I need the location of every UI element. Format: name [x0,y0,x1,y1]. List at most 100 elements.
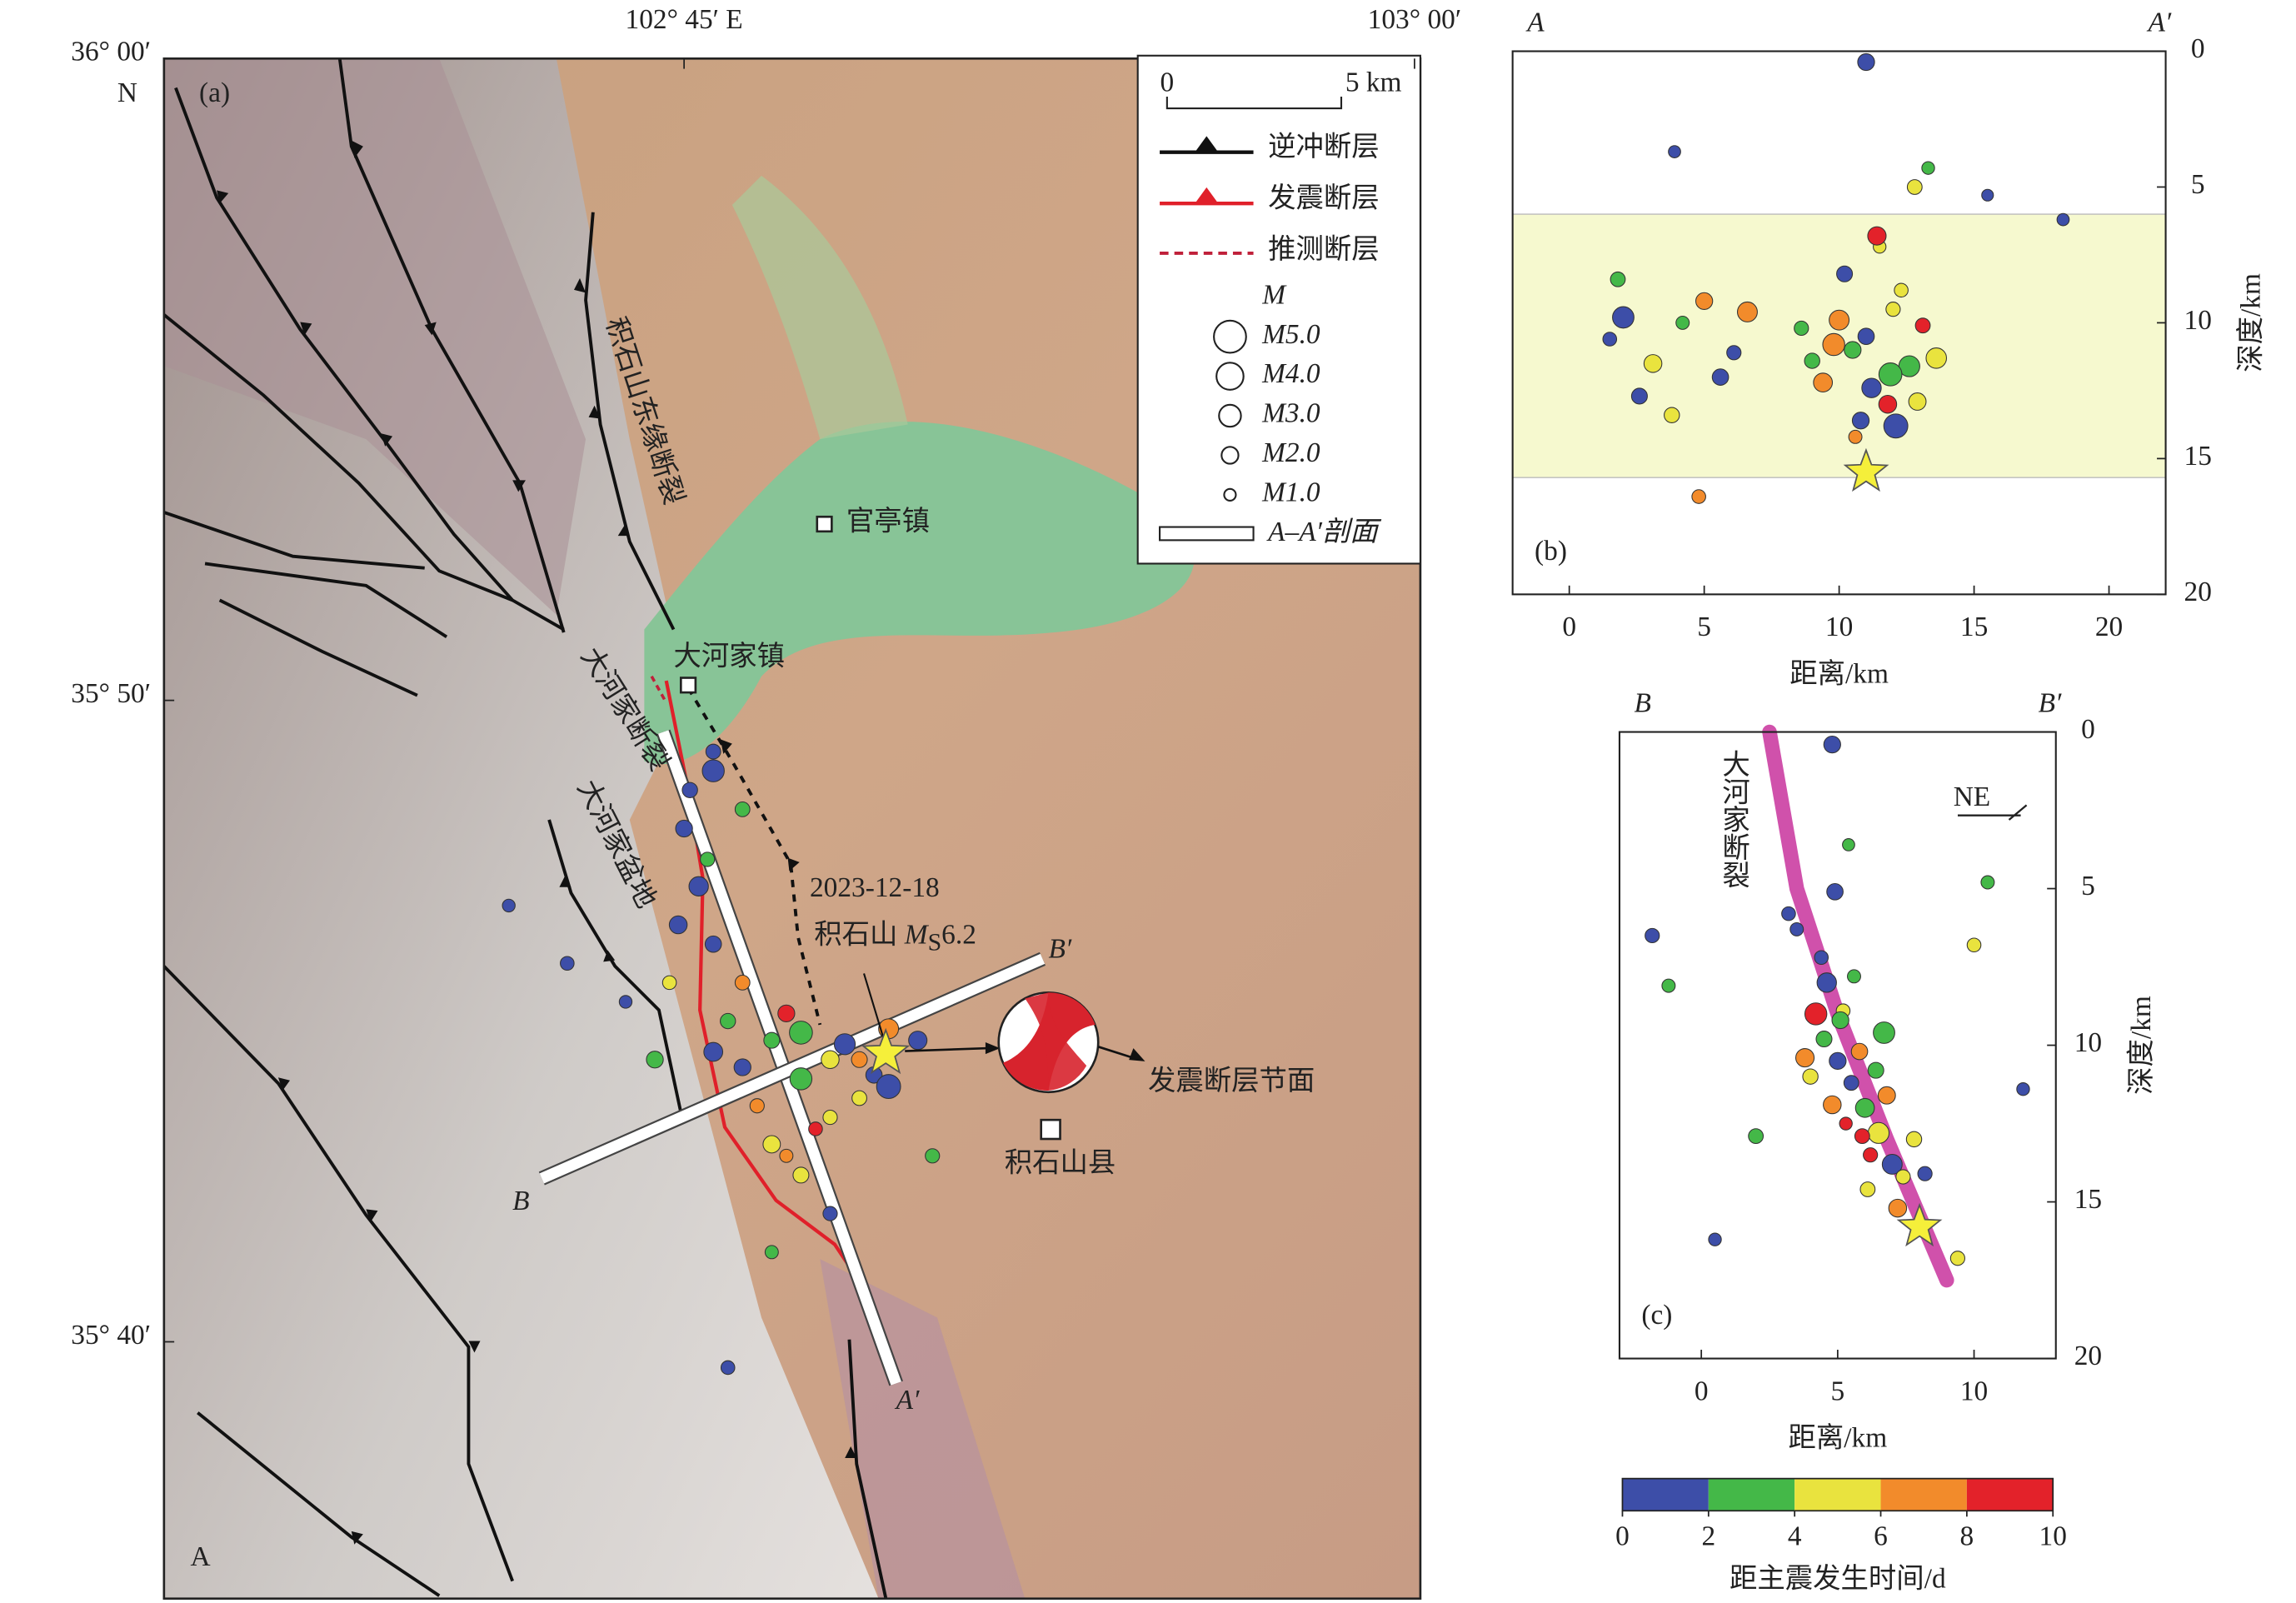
event [1949,1251,1965,1266]
epicenter [749,1098,765,1114]
town-label: 积石山县 [1005,1147,1116,1178]
colorbar-segment [1966,1478,2054,1511]
event [1854,1128,1870,1144]
beachball [997,991,1100,1094]
event [1664,407,1680,423]
y-tick-label: 0 [2081,714,2095,745]
lat-tick-label: 35° 40′ [71,1320,151,1351]
epicenter [703,1041,724,1062]
event [1867,226,1887,246]
epicenter [700,851,716,867]
event [1883,413,1909,439]
y-axis-label: 深度/km [2236,273,2267,372]
epicenter [705,743,721,760]
arrow [1097,1046,1131,1058]
legend-label: 推测断层 [1268,234,1380,265]
colorbar-tick-label: 8 [1960,1521,1974,1551]
legend-label: 逆冲断层 [1268,132,1380,162]
thrust-fault [584,212,676,631]
x-tick-label: 10 [1960,1376,1988,1406]
event [1857,327,1875,346]
thrust-fault [847,1339,888,1599]
event [1881,1153,1903,1175]
nodal-plane-label: 发震断层节面 [1148,1066,1315,1096]
corner-label: A [190,1541,210,1572]
highland [163,58,879,1599]
beachball-compression [1025,992,1087,1091]
event [1804,1002,1828,1026]
mainshock [1896,1202,1943,1247]
town-label: 大河家镇 [674,641,786,672]
scale-label: 0 [1160,67,1175,98]
x-tick-label: 5 [1831,1376,1845,1406]
event [1823,735,1841,754]
event [1878,394,1898,414]
epicenter [822,1109,838,1126]
colorbar: 0 2 4 6 8 10 [1615,1477,2067,1551]
scale-bar [1165,96,1343,110]
lat-tick-label: 35° 50′ [71,678,151,709]
basin [644,422,1195,765]
y-tick-label: 5 [2081,871,2095,901]
highland-shade [820,1259,1026,1599]
epicenter [720,1360,736,1376]
event [1867,1121,1890,1144]
colorbar-segment [1708,1478,1795,1511]
legend-label: M1.0 [1261,477,1320,508]
event [1859,1181,1876,1197]
legend-swatch [1159,526,1255,542]
event-name: 积石山 [814,919,897,950]
event [1789,921,1804,936]
colorbar-segment [1794,1478,1881,1511]
lon-tick-label: 102° 45′ E [626,4,743,35]
legend-swatch [1195,136,1219,152]
epicenter [502,898,516,913]
event [1602,332,1618,347]
y-axis-label: 深度/km [2126,996,2157,1095]
event [1836,265,1854,282]
event [1816,972,1837,993]
y-tick-label: 15 [2074,1184,2102,1215]
event [1888,1198,1908,1218]
event [1691,489,1706,504]
epicenter [560,956,575,971]
town-marker [816,515,833,533]
event [1867,1061,1884,1079]
epicenters [502,743,941,1376]
epicenter [764,1245,779,1260]
epicenter [681,782,698,799]
event [1847,969,1861,984]
event [1610,271,1626,287]
event [1814,950,1829,966]
event [1645,927,1660,944]
arrow [905,1046,989,1052]
profile-lines [538,729,1046,1386]
event [1844,341,1862,359]
legend: 0 5 km 逆冲断层 发震断层 推测断层 M A–A′剖面 M5.0 M4.0 M… [1136,54,1421,565]
epicenter [908,1031,928,1051]
legend-title: M [1261,279,1287,310]
event [1813,372,1834,393]
event [1877,1086,1896,1105]
legend-circle [1218,403,1242,428]
epicenter [833,1033,856,1056]
event [1863,1147,1879,1163]
thrust-fault [218,598,418,697]
legend-swatch [1195,187,1219,204]
epicenter [763,1031,781,1049]
legend-circle [1213,319,1247,354]
event [1668,145,1681,158]
town-marker [1040,1118,1061,1141]
event [1630,387,1648,405]
x-tick-label: 20 [2095,612,2123,642]
thrust-fault [204,562,448,638]
event [1822,332,1845,357]
legend-label: M2.0 [1261,437,1320,468]
colorbar-tick-label: 2 [1701,1521,1715,1551]
epicenter [822,1206,838,1221]
x-tick-label: 0 [1562,612,1576,642]
event [1850,1042,1869,1061]
hemisphere: N [117,77,137,108]
arrowhead [1129,1048,1146,1061]
